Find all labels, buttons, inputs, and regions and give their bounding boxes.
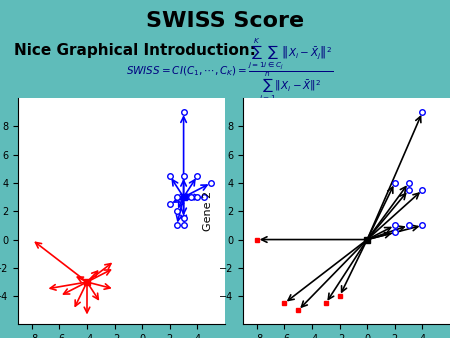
Y-axis label: Gene 2: Gene 2 (203, 191, 213, 231)
Text: Nice Graphical Introduction:: Nice Graphical Introduction: (14, 43, 256, 57)
Text: $SWISS = CI(C_1,\cdots,C_K) = \dfrac{\sum_{j=1}^{K}\sum_{i \in C_j}\left\|X_i - : $SWISS = CI(C_1,\cdots,C_K) = \dfrac{\su… (126, 37, 333, 103)
Text: SWISS Score: SWISS Score (146, 11, 304, 31)
